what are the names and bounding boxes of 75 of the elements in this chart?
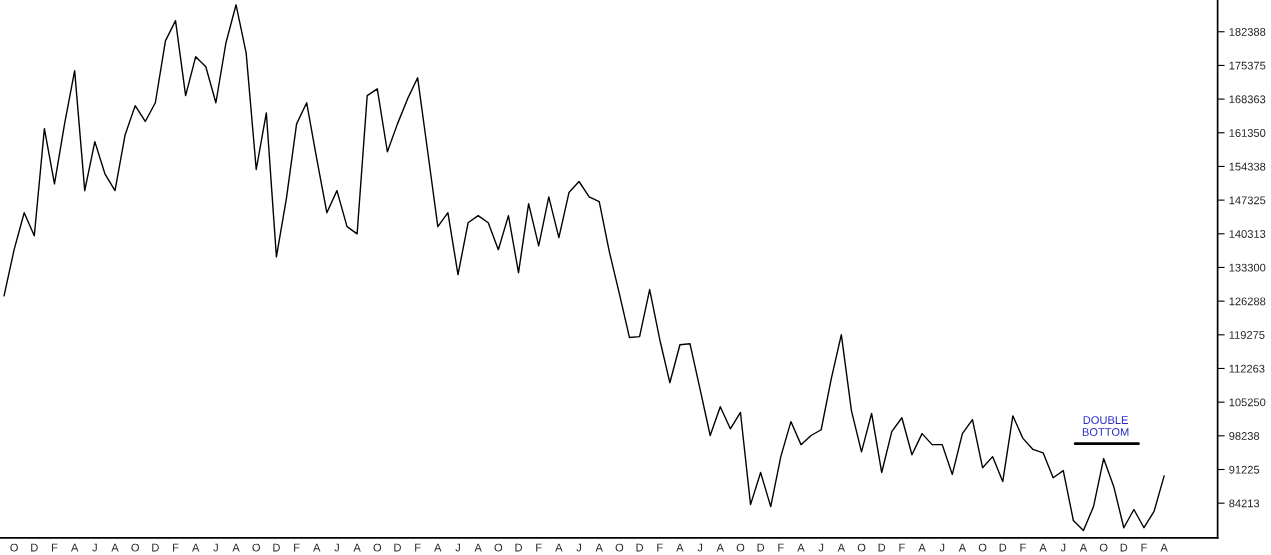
x-tick-label: O [857, 543, 866, 552]
x-tick-label: O [373, 543, 382, 552]
x-tick-label: A [1079, 543, 1088, 552]
y-tick-label: 98238 [1229, 432, 1260, 440]
x-tick-label: A [1039, 543, 1047, 552]
x-tick-label: D [273, 543, 280, 552]
x-tick-label: F [536, 543, 542, 552]
x-tick-label: A [797, 543, 805, 552]
x-tick-label: F [778, 543, 784, 552]
x-tick-label: O [1099, 543, 1108, 552]
x-tick-label: J [455, 543, 460, 552]
x-tick-label: D [636, 543, 644, 552]
x-tick-label: O [10, 543, 18, 552]
x-tick-label: D [515, 543, 522, 552]
x-tick-label: O [131, 543, 139, 552]
x-tick-label: J [1060, 543, 1066, 552]
x-tick-label: F [1020, 543, 1026, 552]
y-tick-label: 112263 [1229, 364, 1265, 373]
y-tick-label: 91225 [1229, 465, 1260, 474]
y-tick-label: 84213 [1229, 499, 1260, 508]
x-tick-label: J [334, 543, 339, 552]
x-tick-label: J [697, 543, 703, 552]
x-tick-label: J [213, 543, 218, 552]
x-tick-label: A [555, 543, 563, 552]
x-tick-label: J [939, 543, 945, 552]
x-tick-label: D [394, 543, 401, 552]
x-tick-label: F [899, 543, 905, 552]
x-tick-label: F [657, 543, 663, 552]
x-tick-label: A [313, 543, 321, 552]
y-tick-label: 161350 [1229, 129, 1266, 137]
x-tick-label: A [192, 543, 200, 552]
x-tick-label: A [1160, 543, 1168, 552]
x-tick-label: O [494, 543, 503, 552]
x-tick-label: A [232, 543, 240, 552]
line-series [3, 4, 1165, 532]
x-tick-label: O [978, 543, 987, 552]
x-tick-label: D [152, 543, 159, 552]
x-tick-label: A [70, 543, 79, 552]
y-tick-label: 119275 [1229, 331, 1265, 339]
x-tick-label: D [757, 543, 765, 552]
x-tick-label: J [92, 543, 97, 552]
y-tick-label: 105250 [1229, 398, 1266, 407]
x-tick-label: J [576, 543, 581, 552]
y-tick-label: 147325 [1229, 196, 1266, 205]
x-tick-label: A [353, 543, 361, 552]
x-tick-label: A [716, 543, 724, 552]
x-tick-label: A [595, 543, 603, 552]
y-tick-label: 175375 [1229, 61, 1266, 70]
y-tick-label: 126288 [1229, 297, 1266, 306]
x-tick-label: A [434, 543, 442, 552]
x-tick-label: F [173, 543, 179, 552]
x-tick-label: F [294, 543, 300, 552]
x-tick-label: J [818, 543, 824, 552]
y-tick-label: 133300 [1229, 263, 1266, 272]
x-tick-label: A [474, 543, 482, 552]
x-tick-label: A [837, 543, 846, 552]
x-tick-label: F [51, 543, 58, 552]
x-tick-label: A [918, 543, 926, 552]
x-tick-label: D [999, 543, 1007, 552]
x-tick-label: O [736, 543, 745, 552]
x-tick-label: F [415, 543, 421, 552]
x-tick-label: A [676, 543, 684, 552]
x-tick-label: F [1141, 543, 1147, 552]
y-tick-label: 140313 [1229, 230, 1266, 238]
annotation: DOUBLE BOTTOM [1082, 416, 1129, 436]
x-tick-label: D [1120, 543, 1128, 552]
x-tick-label: A [958, 543, 967, 552]
x-tick-label: A [111, 543, 119, 552]
x-tick-label: D [31, 543, 38, 552]
x-tick-label: O [615, 543, 624, 552]
x-tick-label: D [878, 543, 886, 552]
y-tick-label: 182388 [1229, 28, 1266, 36]
x-tick-label: O [252, 543, 261, 552]
y-tick-label: 168363 [1229, 95, 1266, 104]
y-tick-label: 154338 [1229, 162, 1266, 171]
